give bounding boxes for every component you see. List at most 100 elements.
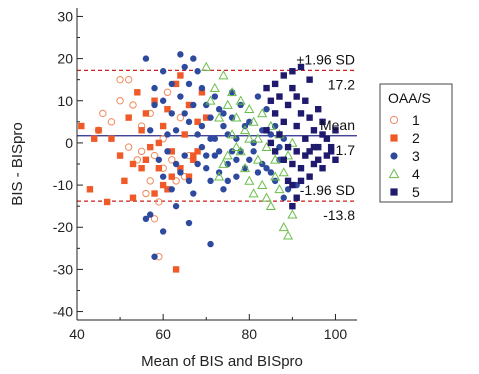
point-series-2-23 xyxy=(194,118,201,126)
point-series-5-28 xyxy=(310,160,318,168)
point-series-1-15 xyxy=(163,88,172,97)
point-series-1-5 xyxy=(129,101,137,109)
point-series-3-9 xyxy=(194,68,201,75)
point-series-4-12 xyxy=(261,141,272,151)
point-series-3-61 xyxy=(194,131,201,138)
point-series-5-8 xyxy=(297,110,305,117)
point-series-2-14 xyxy=(155,165,163,172)
point-series-3-25 xyxy=(263,165,270,172)
legend-marker-5 xyxy=(390,188,398,196)
point-series-3-31 xyxy=(155,156,163,163)
point-series-5-44 xyxy=(289,181,296,189)
point-series-1-3 xyxy=(107,118,116,126)
point-series-1-9 xyxy=(137,147,146,156)
point-series-4-29 xyxy=(278,222,289,232)
upper-limit-value: 17.2 xyxy=(328,76,355,92)
point-series-5-24 xyxy=(293,148,300,155)
point-series-3-50 xyxy=(142,215,150,223)
legend-label-1: 1 xyxy=(412,112,420,128)
point-series-2-28 xyxy=(151,190,158,197)
legend-title: OAA/S xyxy=(388,90,431,106)
point-series-5-31 xyxy=(323,152,331,159)
legend-label-3: 3 xyxy=(412,148,420,164)
point-series-5-7 xyxy=(293,93,300,100)
point-series-2-37 xyxy=(155,139,163,147)
point-series-4-0 xyxy=(201,61,212,71)
point-series-4-32 xyxy=(231,141,242,151)
legend-marker-3 xyxy=(390,152,398,160)
point-series-3-44 xyxy=(211,152,219,159)
point-series-4-28 xyxy=(274,184,285,194)
point-series-2-0 xyxy=(78,122,85,130)
point-series-1-2 xyxy=(99,109,107,118)
point-series-3-34 xyxy=(168,186,175,193)
point-series-5-32 xyxy=(327,148,335,155)
point-series-3-29 xyxy=(280,194,287,201)
point-series-3-55 xyxy=(185,219,193,227)
x-axis-title: Mean of BIS and BISpro xyxy=(141,353,303,370)
point-series-3-77 xyxy=(207,135,214,142)
point-series-3-2 xyxy=(159,97,167,104)
point-series-3-5 xyxy=(177,51,184,58)
point-series-3-35 xyxy=(172,202,180,210)
point-series-3-27 xyxy=(271,177,279,185)
point-series-3-21 xyxy=(246,156,253,163)
point-series-4-35 xyxy=(214,112,225,122)
point-series-2-12 xyxy=(147,143,154,151)
point-series-3-80 xyxy=(233,156,240,163)
point-series-2-2 xyxy=(95,127,102,134)
point-series-2-15 xyxy=(159,122,167,130)
point-series-3-59 xyxy=(177,93,184,100)
point-series-4-34 xyxy=(222,150,233,160)
point-series-1-4 xyxy=(116,97,124,105)
x-tick-label: 40 xyxy=(69,326,85,342)
point-series-4-6 xyxy=(235,95,246,105)
point-series-5-0 xyxy=(263,84,270,92)
point-series-4-25 xyxy=(261,192,272,202)
point-series-4-4 xyxy=(227,87,238,97)
point-series-4-37 xyxy=(218,158,229,168)
reference-lines xyxy=(77,69,357,202)
point-series-2-5 xyxy=(116,152,124,159)
point-series-4-9 xyxy=(248,116,259,126)
point-series-3-14 xyxy=(215,105,223,113)
point-series-2-19 xyxy=(177,165,184,172)
point-series-2-39 xyxy=(203,114,210,121)
point-series-4-11 xyxy=(257,108,268,118)
point-series-1-25 xyxy=(146,177,154,185)
point-series-5-3 xyxy=(276,93,283,100)
point-series-4-36 xyxy=(205,95,216,105)
legend-box xyxy=(379,83,453,203)
point-series-5-36 xyxy=(289,68,296,75)
point-series-2-32 xyxy=(177,72,184,79)
point-series-2-7 xyxy=(125,114,132,121)
point-series-2-22 xyxy=(190,152,197,159)
point-series-2-17 xyxy=(168,148,175,155)
point-series-2-18 xyxy=(172,80,180,88)
point-series-3-75 xyxy=(190,101,197,109)
point-series-5-45 xyxy=(297,177,305,185)
point-series-5-9 xyxy=(302,97,309,104)
point-series-2-29 xyxy=(168,173,175,180)
point-series-5-40 xyxy=(302,135,309,142)
legend-label-4: 4 xyxy=(412,166,420,182)
point-series-5-20 xyxy=(276,131,283,138)
point-series-4-21 xyxy=(244,175,255,185)
point-series-5-22 xyxy=(284,143,292,151)
point-series-3-33 xyxy=(164,148,171,155)
point-series-5-38 xyxy=(306,76,313,83)
point-series-2-21 xyxy=(185,101,193,109)
point-series-2-38 xyxy=(194,148,201,155)
point-series-3-12 xyxy=(207,114,214,121)
point-series-5-6 xyxy=(289,84,296,92)
point-series-3-13 xyxy=(211,93,219,100)
upper-limit-label: +1.96 SD xyxy=(296,51,355,67)
lower-limit-label: -1.96 SD xyxy=(300,182,355,198)
point-series-2-36 xyxy=(129,194,137,201)
point-series-1-13 xyxy=(172,177,180,185)
point-series-3-83 xyxy=(259,160,266,168)
point-series-4-27 xyxy=(270,171,281,181)
lower-limit-value: -13.8 xyxy=(323,207,355,223)
point-series-1-1 xyxy=(124,75,133,84)
